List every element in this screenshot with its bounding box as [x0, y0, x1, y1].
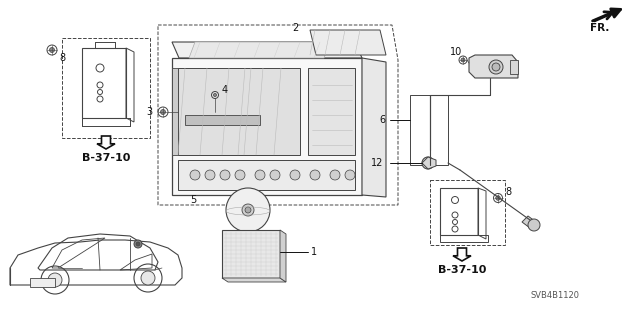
Text: 3: 3 — [146, 107, 152, 117]
Circle shape — [461, 58, 465, 62]
Polygon shape — [310, 30, 386, 55]
Bar — [430, 180, 505, 245]
Polygon shape — [185, 115, 260, 125]
Circle shape — [492, 63, 500, 71]
Circle shape — [310, 170, 320, 180]
Bar — [30, 278, 55, 287]
Circle shape — [49, 48, 54, 53]
Polygon shape — [469, 55, 518, 78]
Circle shape — [214, 93, 216, 97]
Circle shape — [270, 170, 280, 180]
Circle shape — [226, 188, 270, 232]
Text: FR.: FR. — [590, 23, 610, 33]
Circle shape — [255, 170, 265, 180]
Circle shape — [205, 170, 215, 180]
Text: 8: 8 — [59, 53, 65, 63]
Circle shape — [245, 207, 251, 213]
Circle shape — [141, 271, 155, 285]
Polygon shape — [172, 68, 178, 155]
Polygon shape — [189, 42, 330, 58]
Polygon shape — [453, 248, 471, 261]
Polygon shape — [97, 136, 115, 149]
Text: 6: 6 — [379, 115, 385, 125]
Circle shape — [330, 170, 340, 180]
Polygon shape — [178, 68, 300, 155]
Polygon shape — [362, 58, 386, 197]
Bar — [222, 230, 280, 278]
Polygon shape — [172, 58, 362, 195]
Text: 4: 4 — [222, 85, 228, 95]
Circle shape — [235, 170, 245, 180]
Circle shape — [290, 170, 300, 180]
Text: 8: 8 — [505, 187, 511, 197]
Circle shape — [242, 204, 254, 216]
Bar — [410, 95, 448, 165]
Circle shape — [422, 157, 434, 169]
Polygon shape — [280, 230, 286, 282]
Text: 1: 1 — [311, 247, 317, 257]
Polygon shape — [308, 68, 355, 155]
Circle shape — [496, 196, 500, 200]
Circle shape — [134, 240, 142, 248]
Text: 10: 10 — [450, 47, 462, 57]
Polygon shape — [178, 160, 355, 190]
Text: 2: 2 — [292, 23, 298, 33]
Circle shape — [190, 170, 200, 180]
Text: SVB4B1120: SVB4B1120 — [531, 291, 579, 300]
Circle shape — [48, 273, 62, 287]
Polygon shape — [222, 278, 286, 282]
Text: 5: 5 — [190, 195, 196, 205]
Text: B-37-10: B-37-10 — [82, 153, 130, 163]
Polygon shape — [522, 216, 536, 228]
Circle shape — [345, 170, 355, 180]
Bar — [510, 60, 518, 74]
Circle shape — [136, 242, 140, 246]
Polygon shape — [172, 42, 362, 58]
Text: B-37-10: B-37-10 — [438, 265, 486, 275]
Circle shape — [528, 219, 540, 231]
Text: 12: 12 — [371, 158, 383, 168]
Bar — [62, 38, 150, 138]
Circle shape — [161, 109, 166, 115]
Circle shape — [220, 170, 230, 180]
Circle shape — [489, 60, 503, 74]
Polygon shape — [422, 157, 436, 169]
